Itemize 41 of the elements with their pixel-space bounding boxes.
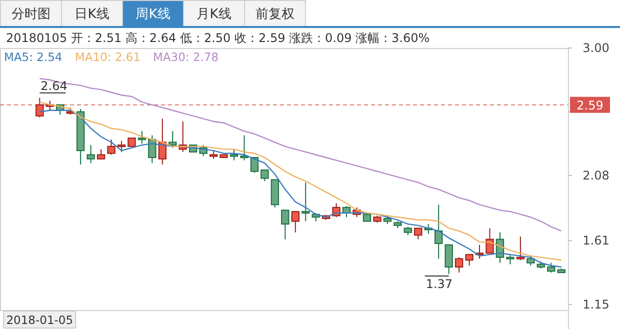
chart-title: 20180105 开：2.51 高：2.64 低：2.50 收：2.59 涨跌：0.09 涨幅：3.60% bbox=[6, 31, 430, 45]
candlestick bbox=[486, 228, 494, 254]
candlestick bbox=[281, 210, 290, 240]
text: MA5: 2.54 bbox=[4, 50, 62, 64]
y-tick-label: 2.08 bbox=[582, 168, 610, 183]
y-tick-label: 1.61 bbox=[582, 234, 610, 248]
candlestick bbox=[454, 256, 464, 274]
candlestick bbox=[117, 140, 126, 152]
candlestick bbox=[138, 130, 146, 144]
text: 周K线 bbox=[136, 7, 170, 22]
candlestick bbox=[444, 244, 453, 274]
text: 分时图 bbox=[12, 7, 50, 22]
candlestick bbox=[148, 134, 156, 164]
text: MA10: 2.61 bbox=[75, 50, 141, 64]
candlestick bbox=[36, 97, 44, 118]
annotation: 2.64 bbox=[40, 78, 68, 93]
candlestick bbox=[250, 157, 259, 174]
candlestick bbox=[230, 148, 238, 161]
candlestick bbox=[414, 228, 422, 240]
candlestick bbox=[291, 211, 300, 233]
y-tick-label: 3.00 bbox=[582, 41, 610, 55]
candlestick bbox=[516, 236, 525, 261]
candlestick bbox=[302, 182, 310, 222]
text: MA30: 2.78 bbox=[153, 50, 219, 64]
candlestick bbox=[506, 254, 514, 265]
ref-line-label: 2.59 bbox=[576, 98, 604, 112]
candlestick bbox=[96, 148, 106, 160]
text: 前复权 bbox=[256, 7, 294, 22]
candlestick bbox=[547, 262, 556, 274]
candlestick bbox=[107, 138, 116, 156]
annotation: 1.37 bbox=[426, 276, 453, 291]
candlestick bbox=[86, 144, 95, 164]
candlestick bbox=[260, 169, 269, 182]
x-tick-label: 2018-01-05 bbox=[6, 313, 74, 327]
text: 月K线 bbox=[196, 7, 232, 22]
text: 日K线 bbox=[74, 7, 110, 22]
line-series bbox=[39, 78, 562, 232]
y-tick-label: 1.15 bbox=[582, 297, 610, 312]
candlestick bbox=[240, 134, 248, 161]
candlestick bbox=[465, 254, 474, 266]
candlestick bbox=[434, 204, 443, 260]
